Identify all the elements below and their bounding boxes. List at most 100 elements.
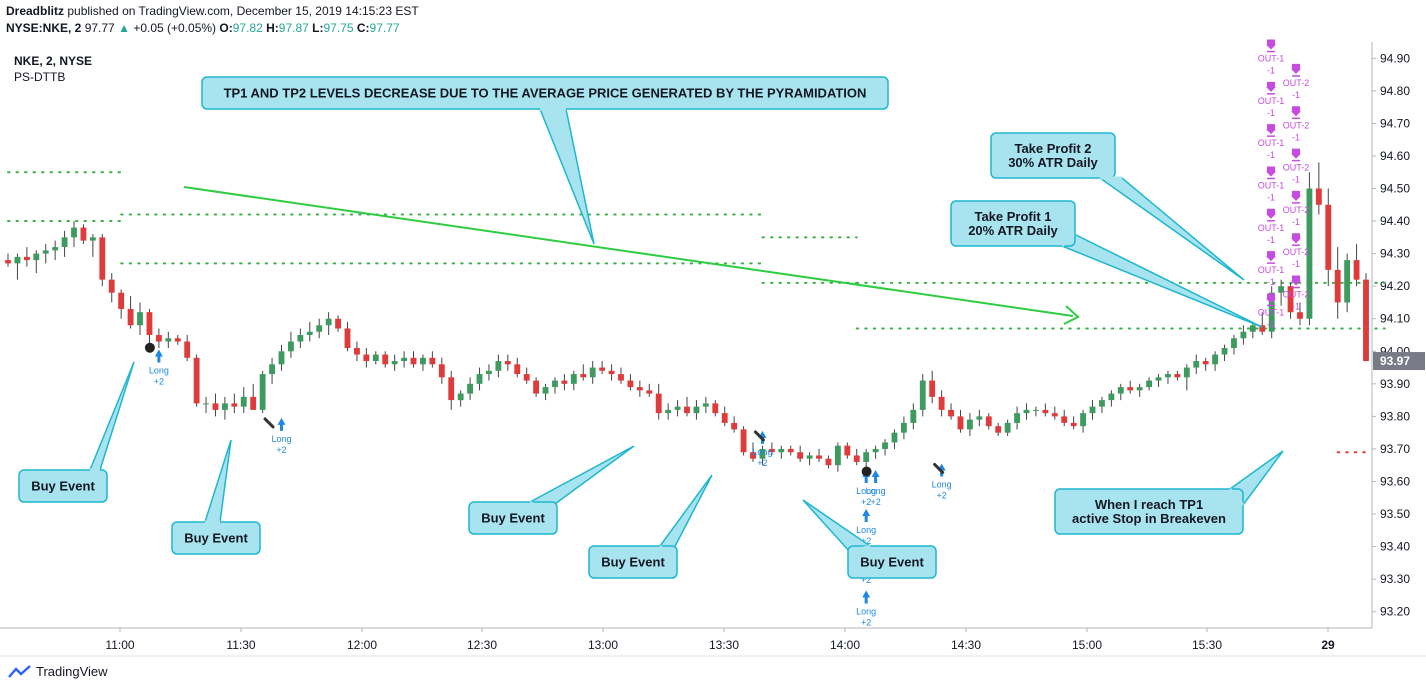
candle-body[interactable] bbox=[61, 237, 68, 248]
candle-body[interactable] bbox=[1334, 269, 1341, 303]
candle-body[interactable] bbox=[636, 387, 643, 391]
candle-body[interactable] bbox=[674, 406, 681, 410]
candle-body[interactable] bbox=[1193, 361, 1200, 368]
candle-body[interactable] bbox=[957, 416, 964, 430]
candle-body[interactable] bbox=[655, 393, 662, 414]
candle-body[interactable] bbox=[1042, 409, 1049, 414]
candle-body[interactable] bbox=[1202, 361, 1209, 365]
candle-body[interactable] bbox=[1108, 393, 1115, 401]
annotation-callout[interactable]: Buy Event bbox=[802, 499, 937, 579]
candle-body[interactable] bbox=[165, 338, 172, 342]
candle-body[interactable] bbox=[844, 445, 851, 456]
candle-body[interactable] bbox=[514, 364, 521, 375]
candle-body[interactable] bbox=[240, 396, 247, 407]
candle-body[interactable] bbox=[1174, 374, 1181, 378]
candle-body[interactable] bbox=[193, 357, 200, 404]
candle-body[interactable] bbox=[137, 312, 143, 326]
candle-body[interactable] bbox=[344, 328, 351, 349]
candle-body[interactable] bbox=[684, 406, 690, 414]
candle-body[interactable] bbox=[570, 374, 577, 384]
candle-body[interactable] bbox=[420, 357, 426, 365]
candle-body[interactable] bbox=[80, 227, 87, 241]
candle-body[interactable] bbox=[1240, 331, 1247, 339]
candle-body[interactable] bbox=[731, 422, 738, 430]
candle-body[interactable] bbox=[948, 409, 954, 417]
candle-body[interactable] bbox=[910, 409, 917, 423]
series-legend[interactable]: NKE, 2, NYSE bbox=[14, 54, 93, 68]
candle-body[interactable] bbox=[797, 452, 804, 459]
candle-body[interactable] bbox=[561, 380, 568, 384]
candle-body[interactable] bbox=[1325, 204, 1332, 270]
indicator-legend[interactable]: PS-DTTB bbox=[14, 70, 66, 84]
candle-body[interactable] bbox=[985, 416, 992, 427]
candle-body[interactable] bbox=[580, 374, 587, 378]
candle-body[interactable] bbox=[768, 448, 775, 453]
candle-body[interactable] bbox=[787, 448, 794, 453]
candle-body[interactable] bbox=[316, 325, 323, 332]
candle-body[interactable] bbox=[1165, 374, 1171, 378]
candle-body[interactable] bbox=[118, 292, 125, 309]
candle-body[interactable] bbox=[1268, 292, 1275, 332]
candle-body[interactable] bbox=[297, 335, 304, 342]
candle-body[interactable] bbox=[1297, 312, 1303, 319]
candle-body[interactable] bbox=[476, 374, 483, 384]
candle-body[interactable] bbox=[995, 426, 1002, 433]
candle-body[interactable] bbox=[287, 341, 294, 352]
annotation-callout[interactable]: TP1 AND TP2 LEVELS DECREASE DUE TO THE A… bbox=[201, 76, 889, 245]
candle-body[interactable] bbox=[542, 387, 549, 394]
candle-body[interactable] bbox=[976, 416, 983, 420]
candle-body[interactable] bbox=[127, 308, 134, 326]
candle-body[interactable] bbox=[938, 396, 945, 410]
candle-body[interactable] bbox=[1212, 354, 1219, 365]
candle-body[interactable] bbox=[184, 341, 191, 358]
candle-body[interactable] bbox=[1344, 260, 1351, 303]
candle-body[interactable] bbox=[155, 335, 162, 342]
candle-body[interactable] bbox=[1249, 325, 1256, 332]
candle-body[interactable] bbox=[1306, 188, 1313, 319]
candle-body[interactable] bbox=[1080, 413, 1087, 427]
candle-body[interactable] bbox=[1136, 387, 1143, 391]
annotation-callout[interactable]: Buy Event bbox=[171, 439, 261, 555]
candle-body[interactable] bbox=[863, 452, 870, 462]
candle-body[interactable] bbox=[467, 383, 474, 394]
candle-body[interactable] bbox=[221, 403, 228, 410]
candle-body[interactable] bbox=[33, 253, 40, 261]
candle-body[interactable] bbox=[401, 357, 408, 362]
candle-body[interactable] bbox=[495, 361, 502, 371]
candle-body[interactable] bbox=[712, 403, 719, 414]
candle-body[interactable] bbox=[146, 312, 153, 335]
candle-body[interactable] bbox=[1023, 409, 1030, 414]
candle-body[interactable] bbox=[552, 380, 558, 388]
candle-body[interactable] bbox=[382, 354, 389, 365]
candle-body[interactable] bbox=[533, 380, 540, 394]
candle-body[interactable] bbox=[14, 256, 21, 264]
candle-body[interactable] bbox=[108, 279, 115, 293]
candle-body[interactable] bbox=[1278, 286, 1285, 293]
candle-body[interactable] bbox=[1155, 377, 1162, 381]
candle-body[interactable] bbox=[900, 422, 907, 433]
candle-body[interactable] bbox=[23, 256, 30, 261]
candle-body[interactable] bbox=[410, 357, 417, 365]
candle-body[interactable] bbox=[608, 370, 615, 375]
candle-body[interactable] bbox=[825, 458, 832, 466]
candle-body[interactable] bbox=[354, 348, 360, 355]
candle-body[interactable] bbox=[52, 247, 59, 251]
candle-body[interactable] bbox=[721, 413, 728, 423]
candle-body[interactable] bbox=[1051, 413, 1058, 417]
candle-body[interactable] bbox=[1033, 409, 1039, 411]
candle-body[interactable] bbox=[1287, 286, 1294, 313]
candle-body[interactable] bbox=[966, 419, 973, 430]
candle-body[interactable] bbox=[174, 338, 181, 342]
candle-body[interactable] bbox=[1183, 367, 1190, 378]
candle-body[interactable] bbox=[1259, 325, 1266, 332]
candle-body[interactable] bbox=[259, 374, 266, 410]
tradingview-footer[interactable]: TradingView bbox=[8, 664, 108, 679]
candle-body[interactable] bbox=[778, 448, 785, 453]
candle-body[interactable] bbox=[1070, 422, 1077, 427]
candle-body[interactable] bbox=[523, 374, 530, 381]
candle-body[interactable] bbox=[231, 403, 238, 407]
candle-body[interactable] bbox=[278, 351, 285, 365]
candle-body[interactable] bbox=[627, 380, 634, 388]
candle-body[interactable] bbox=[457, 393, 464, 401]
candle-body[interactable] bbox=[5, 260, 11, 264]
